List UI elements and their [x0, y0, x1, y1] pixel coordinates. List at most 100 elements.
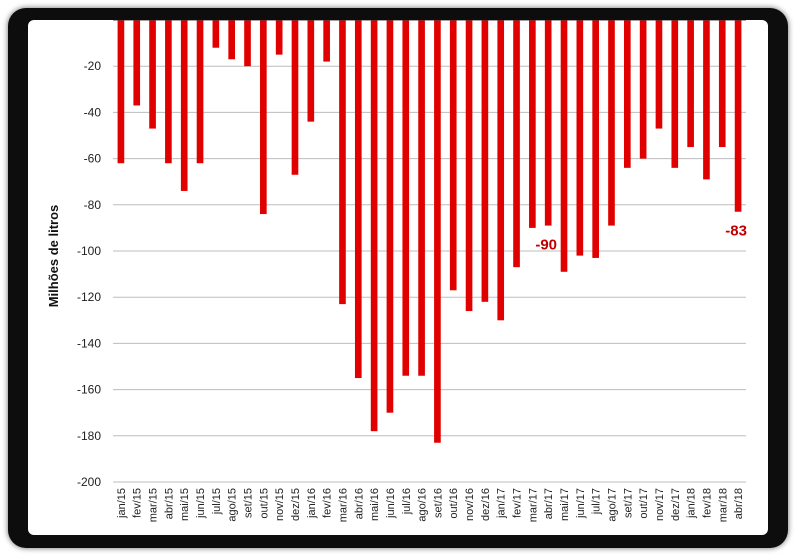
x-tick-label: abr/16 — [353, 488, 365, 519]
x-tick-label: dez/16 — [480, 488, 492, 521]
x-tick-label: abr/18 — [733, 488, 745, 519]
x-tick-label: nov/16 — [464, 488, 476, 521]
data-labels: -90 -83 — [535, 223, 747, 254]
bar-ago-17 — [608, 20, 615, 226]
x-tick-label: nov/15 — [274, 488, 286, 521]
x-tick-label: jul/16 — [401, 488, 413, 515]
bar-fev-16 — [323, 20, 330, 62]
bars — [117, 20, 742, 443]
x-tick-label: mar/16 — [337, 488, 349, 522]
bar-dez-15 — [291, 20, 299, 175]
bar-nov-15 — [275, 20, 283, 55]
bar-fev-15 — [133, 20, 141, 106]
bar-ago-16 — [418, 20, 425, 376]
y-axis-ticks: -20 -40 -60 -80 -100 -120 -140 -160 -180 -200 — [77, 59, 101, 489]
y-tick-label: -140 — [77, 336, 101, 350]
x-tick-label: out/17 — [638, 488, 650, 519]
x-tick-label: jun/15 — [195, 488, 207, 519]
bar-jan-16 — [307, 20, 315, 122]
bar-nov-16 — [465, 20, 473, 312]
x-tick-label: jun/16 — [385, 488, 397, 519]
x-axis-ticks: jan/15 fev/15 mar/15 abr/15 mai/15 jun/15 jul/… — [116, 488, 745, 522]
y-tick-label: -80 — [84, 198, 102, 212]
bar-mar-18 — [718, 20, 726, 148]
bar-set-16 — [434, 20, 441, 443]
bar-jun-17 — [576, 20, 584, 256]
bar-abr-17 — [544, 20, 552, 226]
bar-jul-17 — [592, 20, 599, 258]
bar-set-17 — [623, 20, 631, 168]
x-tick-label: jan/17 — [496, 488, 508, 519]
x-tick-label: out/16 — [448, 488, 460, 519]
bar-jun-15 — [196, 20, 204, 164]
bar-abr-18 — [734, 20, 742, 212]
bar-mar-17 — [529, 20, 536, 228]
x-tick-label: ago/16 — [417, 488, 429, 522]
data-label: -83 — [725, 223, 747, 240]
bar-mar-15 — [149, 20, 156, 129]
bar-jan-18 — [687, 20, 694, 148]
y-tick-label: -120 — [77, 290, 101, 304]
bar-abr-16 — [354, 20, 362, 379]
y-tick-label: -100 — [77, 244, 101, 258]
bar-fev-18 — [703, 20, 710, 180]
x-tick-label: jul/15 — [211, 488, 223, 515]
x-tick-label: abr/15 — [163, 488, 175, 519]
gridlines — [113, 65, 746, 483]
y-axis-label: Milhões de litros — [46, 205, 61, 308]
x-tick-label: abr/17 — [543, 488, 555, 519]
x-tick-label: mar/17 — [527, 488, 539, 522]
x-tick-label: set/17 — [622, 488, 634, 518]
bar-set-15 — [244, 20, 251, 67]
bar-fev-17 — [513, 20, 520, 268]
bar-jul-15 — [212, 20, 220, 48]
x-tick-label: dez/17 — [670, 488, 682, 521]
y-tick-label: -40 — [84, 105, 102, 119]
x-tick-label: fev/18 — [701, 488, 713, 518]
x-tick-label: mai/15 — [179, 488, 191, 521]
bar-jan-17 — [497, 20, 505, 321]
x-tick-label: mai/16 — [369, 488, 381, 521]
x-tick-label: fev/15 — [132, 488, 144, 518]
chart-panel: -20 -40 -60 -80 -100 -120 -140 -160 -180 -200 jan… — [28, 20, 768, 535]
bar-mai-17 — [560, 20, 568, 272]
x-tick-label: mar/15 — [148, 488, 160, 522]
data-label: -90 — [535, 237, 557, 254]
x-tick-label: mai/17 — [559, 488, 571, 521]
bar-nov-17 — [655, 20, 663, 129]
bar-jul-16 — [402, 20, 410, 376]
y-tick-label: -180 — [77, 429, 101, 443]
x-tick-label: mar/18 — [717, 488, 729, 522]
bar-out-15 — [260, 20, 267, 215]
x-tick-label: jan/15 — [116, 488, 128, 519]
bar-mar-16 — [339, 20, 346, 305]
x-tick-label: set/15 — [243, 488, 255, 518]
x-tick-label: jul/17 — [591, 488, 603, 515]
y-tick-label: -160 — [77, 383, 101, 397]
bar-mai-16 — [370, 20, 378, 432]
bar-dez-17 — [671, 20, 679, 168]
x-tick-label: jan/16 — [306, 488, 318, 519]
y-tick-label: -200 — [77, 475, 101, 489]
bar-dez-16 — [481, 20, 489, 302]
y-tick-label: -60 — [84, 152, 102, 166]
x-tick-label: ago/15 — [227, 488, 239, 522]
x-tick-label: jun/17 — [575, 488, 587, 519]
bar-jun-16 — [386, 20, 394, 413]
x-tick-label: jan/18 — [686, 488, 698, 519]
x-tick-label: nov/17 — [654, 488, 666, 521]
x-tick-label: set/16 — [432, 488, 444, 518]
y-tick-label: -20 — [84, 59, 102, 73]
outer-frame: -20 -40 -60 -80 -100 -120 -140 -160 -180 -200 jan… — [8, 8, 788, 548]
bar-ago-15 — [228, 20, 236, 60]
x-tick-label: fev/17 — [512, 488, 524, 518]
x-tick-label: dez/15 — [290, 488, 302, 521]
x-tick-label: ago/17 — [606, 488, 618, 522]
x-tick-label: out/15 — [258, 488, 270, 519]
bar-out-17 — [639, 20, 647, 159]
bar-chart: -20 -40 -60 -80 -100 -120 -140 -160 -180 -200 jan… — [46, 20, 747, 522]
bar-mai-15 — [180, 20, 188, 191]
bar-out-16 — [449, 20, 457, 291]
bar-jan-15 — [117, 20, 125, 164]
bar-abr-15 — [165, 20, 172, 164]
